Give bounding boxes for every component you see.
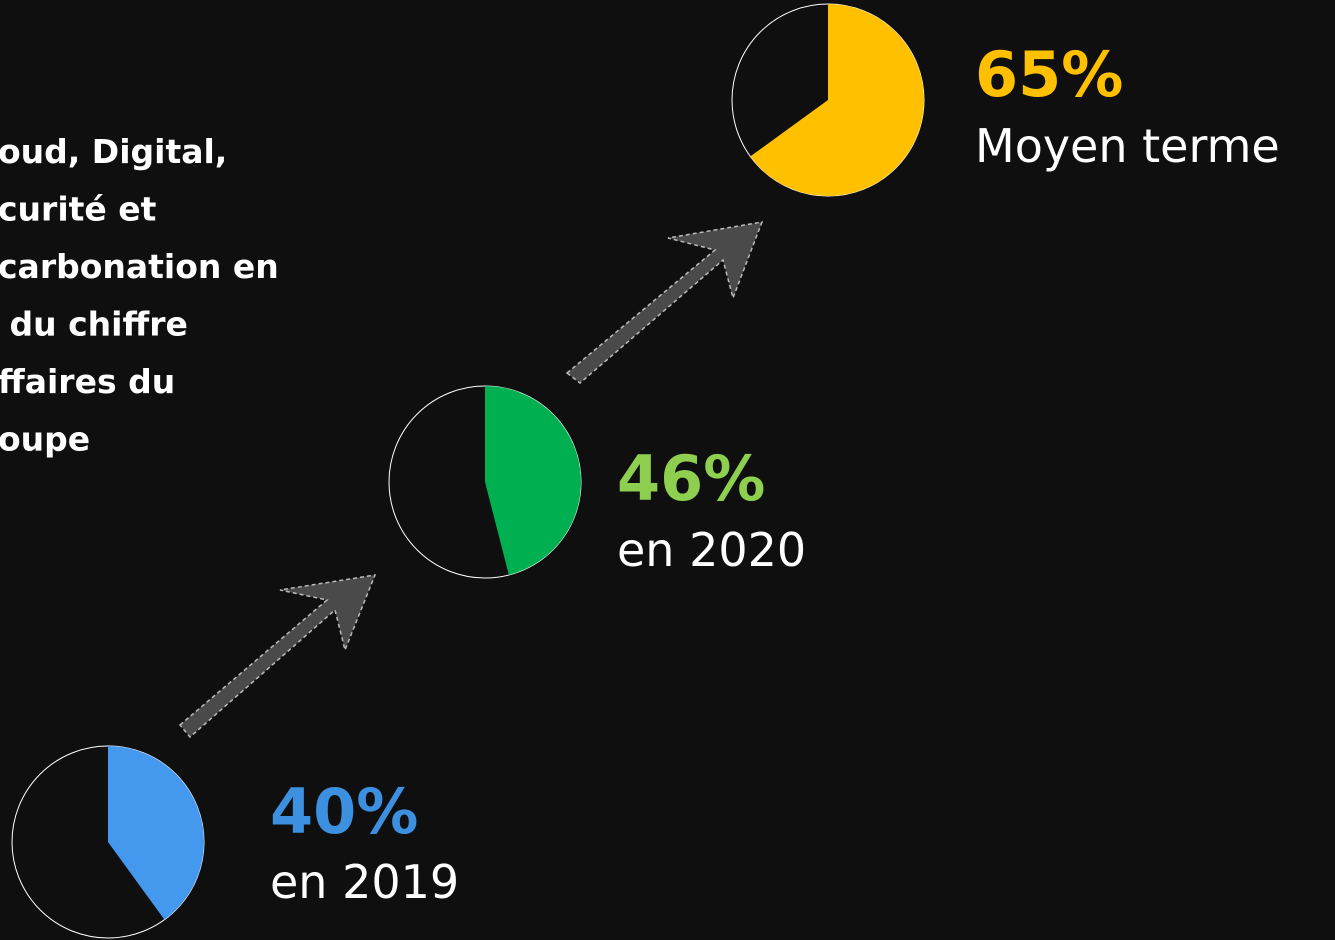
value-label: 46% bbox=[617, 442, 765, 515]
description-line: ffaires du bbox=[0, 362, 175, 401]
arrow bbox=[178, 574, 377, 739]
value-label: 40% bbox=[270, 775, 418, 848]
description-line: oud, Digital, bbox=[0, 132, 227, 171]
value-label: 65% bbox=[975, 38, 1123, 111]
caption: Moyen terme bbox=[975, 119, 1280, 173]
caption: en 2019 bbox=[270, 855, 459, 909]
description-line: oupe bbox=[0, 420, 90, 459]
pie-wedge bbox=[108, 746, 205, 920]
pie-wedge bbox=[750, 4, 924, 197]
caption: en 2020 bbox=[617, 523, 806, 577]
description-line: du chiffre bbox=[0, 305, 188, 344]
description-line: curité et bbox=[0, 190, 157, 229]
pie-wedge bbox=[485, 386, 582, 575]
description-line: carbonation en bbox=[0, 247, 279, 286]
arrow bbox=[565, 221, 764, 384]
